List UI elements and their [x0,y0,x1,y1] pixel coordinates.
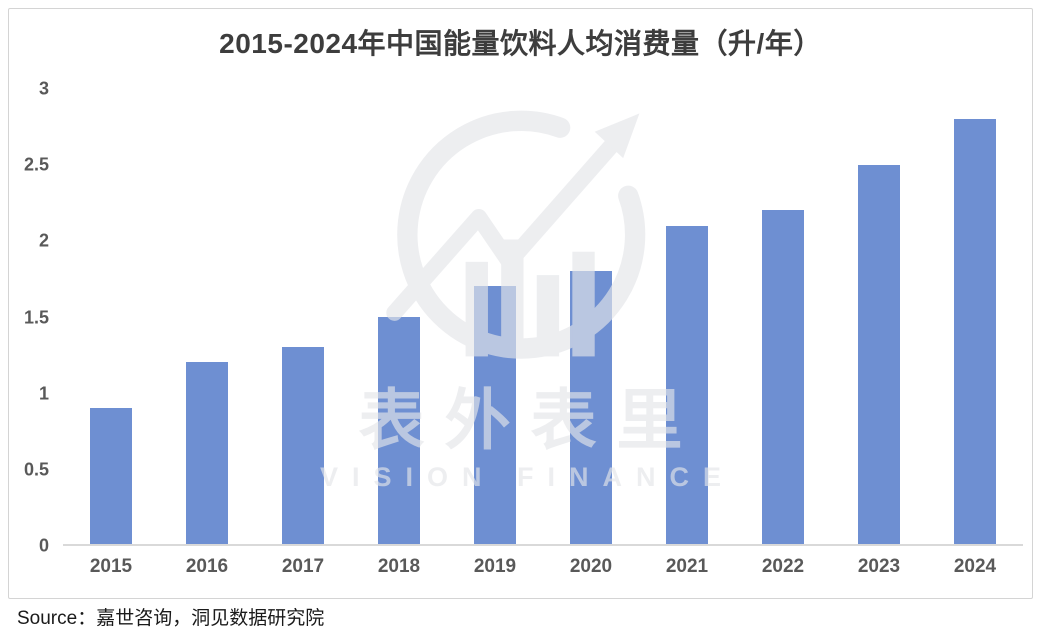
y-tick-label-1: 1 [38,383,49,404]
x-tick-label-2019: 2019 [473,556,517,577]
bar-cell-2020 [543,89,639,544]
bar-2021 [666,225,708,544]
x-tick-label-2020: 2020 [569,556,613,577]
y-tick-label-2.5: 2.5 [23,154,49,175]
chart-title: 2015-2024年中国能量饮料人均消费量（升/年） [219,28,822,59]
bar-cell-2015 [63,89,159,544]
bar-2019 [474,286,516,544]
bar-2023 [858,164,900,544]
bar-cell-2021 [639,89,735,544]
bar-2020 [570,271,612,544]
x-tick-label-2024: 2024 [953,556,997,577]
plot-area [63,89,1023,546]
bar-2022 [762,210,804,544]
bar-cell-2018 [351,89,447,544]
x-tick-label-2018: 2018 [377,556,421,577]
source-note: Source：嘉世咨询，洞见数据研究院 [17,608,325,629]
x-tick-label-2023: 2023 [857,556,901,577]
y-tick-label-2: 2 [38,230,49,251]
x-tick-label-2021: 2021 [665,556,709,577]
x-tick-label-2017: 2017 [281,556,325,577]
bar-2015 [90,407,132,544]
x-tick-label-2015: 2015 [89,556,133,577]
y-tick-label-1.5: 1.5 [23,307,49,327]
bar-cell-2017 [255,89,351,544]
bar-2016 [186,362,228,544]
y-tick-label-3: 3 [38,78,49,99]
bar-2018 [378,316,420,544]
bar-cell-2023 [831,89,927,544]
y-tick-label-0.5: 0.5 [23,459,49,480]
y-axis-labels: 0 0.5 1 1.5 2 2.5 3 [9,79,49,556]
bar-cell-2016 [159,89,255,544]
bar-2024 [954,119,996,544]
x-tick-label-2022: 2022 [761,556,805,577]
bars-layer [63,89,1023,544]
bar-cell-2022 [735,89,831,544]
y-tick-label-0: 0 [38,535,49,556]
chart-card: 2015-2024年中国能量饮料人均消费量（升/年） 0 0.5 1 1.5 2 2.5 3… [8,8,1033,599]
x-axis-labels: 2015 2016 2017 2018 2019 2020 2021 2022 2023 2024 [63,556,1023,578]
x-tick-label-2016: 2016 [185,556,229,577]
bar-2017 [282,346,324,544]
bar-cell-2019 [447,89,543,544]
bar-cell-2024 [927,89,1023,544]
